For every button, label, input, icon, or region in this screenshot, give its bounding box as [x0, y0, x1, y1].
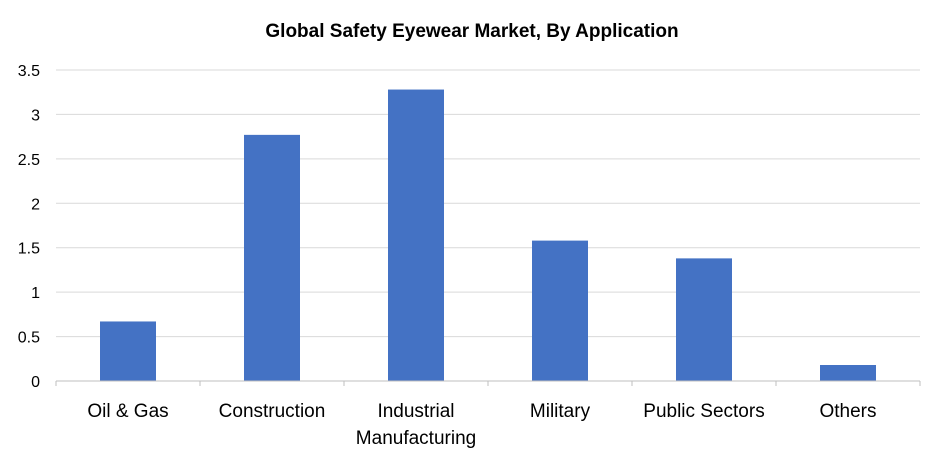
bars [100, 89, 876, 381]
y-tick-label: 2 [31, 196, 40, 213]
x-tick-label: Others [819, 401, 876, 422]
bar-1 [244, 134, 300, 381]
x-axis [55, 380, 921, 386]
y-tick-label: 0.5 [18, 330, 40, 347]
bar-4 [676, 258, 732, 381]
gridlines [56, 69, 920, 338]
x-tick-label: Industrial Manufacturing [356, 401, 476, 449]
bar-5 [820, 365, 876, 381]
x-tick-label-line: Military [530, 401, 591, 422]
chart-title: Global Safety Eyewear Market, By Applica… [265, 21, 678, 42]
x-tick-label-line: Public Sectors [643, 401, 764, 422]
x-tick-label: Oil & Gas [87, 401, 168, 422]
bar-2 [388, 89, 444, 381]
y-tick-label: 2.5 [18, 152, 40, 169]
y-tick-label: 1.5 [18, 241, 40, 258]
y-axis: 0 0.5 1 1.5 2 2.5 3 3.5 [18, 63, 40, 391]
x-tick-label: Military [530, 401, 591, 422]
x-tick-label-line: Manufacturing [356, 428, 476, 449]
y-tick-label: 3.5 [18, 63, 40, 80]
x-tick-label: Construction [219, 401, 326, 422]
bar-0 [100, 321, 156, 381]
x-tick-label-line: Others [819, 401, 876, 422]
x-tick-labels: Oil & Gas Construction Industrial Manufactu… [87, 401, 876, 449]
y-tick-label: 0 [31, 374, 40, 391]
x-tick-label-line: Industrial [377, 401, 454, 422]
bar-3 [532, 240, 588, 381]
x-tick-label: Public Sectors [643, 401, 764, 422]
x-tick-label-line: Construction [219, 401, 326, 422]
y-tick-label: 1 [31, 285, 40, 302]
y-tick-label: 3 [31, 107, 40, 124]
x-tick-label-line: Oil & Gas [87, 401, 168, 422]
